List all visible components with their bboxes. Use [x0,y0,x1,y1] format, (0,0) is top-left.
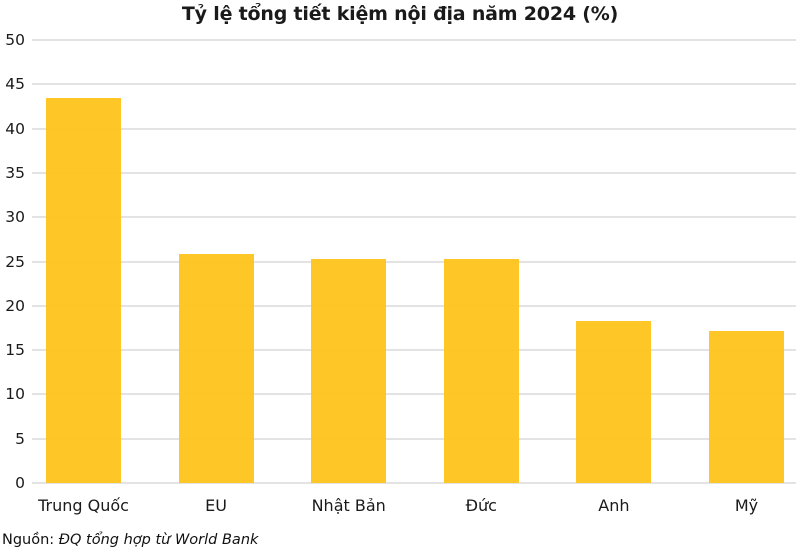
bar [178,253,254,483]
y-axis-tick-label: 0 [15,474,25,492]
y-axis-tick-label: 50 [5,31,25,49]
y-axis-tick-label: 5 [15,429,25,448]
bar [576,320,652,483]
plot-area: 0 5 10 15 20 25 30 35 40 45 50 Trung Quốc EU Nhật Bản… [5,31,796,515]
gridline [32,393,796,396]
source-prefix: Nguồn: [2,532,59,548]
gridline [32,83,796,86]
bar [443,258,519,483]
x-axis-category-label: Nhật Bản [311,496,386,515]
gridline [32,482,796,484]
chart-title: Tỷ lệ tổng tiết kiệm nội địa năm 2024 (%… [181,3,619,25]
bar [709,331,784,483]
bar [46,98,121,483]
y-axis-tick-label: 30 [5,208,25,227]
gridline [32,216,796,219]
gridline [32,127,796,130]
y-axis-tick-label: 45 [5,75,25,94]
x-axis-category-label: Trung Quốc [38,496,129,515]
y-axis-tick-label: 25 [5,252,25,271]
gridline [32,260,796,263]
y-axis-tick-label: 15 [5,341,25,360]
bar [311,258,387,483]
x-axis-category-label: Anh [598,496,630,515]
source-text: ĐQ tổng hợp từ World Bank [58,532,259,548]
gridline [32,39,796,41]
y-axis-tick-label: 35 [5,163,25,182]
gridline [32,437,796,440]
y-axis-tick-label: 10 [5,385,25,404]
x-axis-category-label: EU [205,496,227,515]
gridline [32,171,796,174]
y-axis-tick-label: 20 [5,296,25,315]
gridline [32,349,796,352]
x-axis-category-label: Đức [465,496,497,515]
gridline [32,304,796,307]
y-axis-tick-label: 40 [5,119,25,138]
source-note: Nguồn: ĐQ tổng hợp từ World Bank [2,532,258,548]
x-axis-category-label: Mỹ [734,496,759,515]
